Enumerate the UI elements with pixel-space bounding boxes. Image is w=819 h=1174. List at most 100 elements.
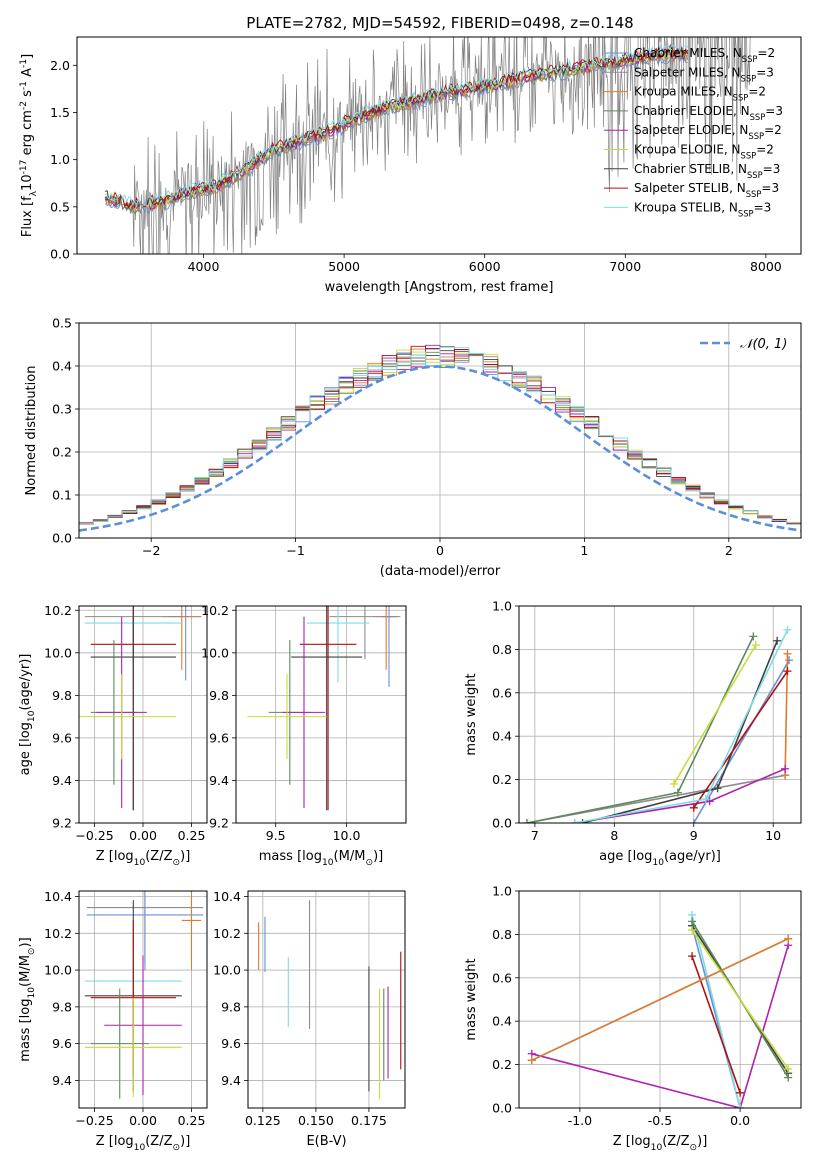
age-vs-mass-panel: 9.5 10.0 9.2 9.4 9.6 9.8 10.0 10.2 mass [log10(M… [201,603,407,868]
plot-area [104,37,751,254]
y-tick-label: 10.4 [44,889,72,904]
weight-marker-chabrier-miles [785,656,794,665]
y-tick-label: 0.4 [52,359,72,374]
point-chabrier-miles [86,891,204,971]
weight-marker-kroupa-miles [783,649,792,658]
axes-frame [235,605,407,824]
weight-marker-kroupa-stelib [701,795,710,804]
weight-marker-kroupa-elodie [669,779,678,788]
x-axis-label: Z [log10(Z/Z⊙)] [96,849,191,868]
axes-frame [247,890,406,1109]
y-tick-label: 1.0 [492,599,512,614]
y-tick-label: 9.8 [221,999,241,1014]
spectrum-panel: 4000 5000 6000 7000 8000 0.0 0.5 1.0 1.5 2.0 wavel… [19,36,802,295]
page-title: PLATE=2782, MJD=54592, FIBERID=0498, z=0… [246,14,633,32]
x-tick-label: 8000 [750,259,782,274]
weight-marker-chabrier-elodie [673,788,682,797]
y-tick-label: 1.5 [50,105,70,120]
y-tick-label: 10.2 [44,603,72,618]
weight-marker-chabrier-elodie [688,917,697,926]
y-axis-label: mass [log10(M/M⊙)] [18,937,37,1061]
weight-marker-chabrier-elodie [522,819,531,823]
point-kroupa-stelib [306,606,370,683]
x-tick-label: 10.0 [333,828,361,843]
y-tick-label: 9.6 [52,730,72,745]
x-tick-label: −0.25 [75,828,113,843]
legend-label-kroupa-miles: Kroupa MILES, NSSP=2 [634,85,766,103]
point-salpeter-stelib [299,606,357,811]
weight-marker-kroupa-stelib [570,819,579,823]
weight-marker-kroupa-miles [784,934,793,943]
weight-marker-kroupa-elodie [784,1064,793,1073]
plot-area [84,891,204,1099]
y-tick-label: 10.0 [201,645,229,660]
x-tick-label: −2 [142,543,160,558]
y-tick-label: 9.4 [52,773,72,788]
x-tick-label: −1 [286,543,304,558]
y-tick-label: 0.0 [492,816,512,831]
weight-marker-chabrier-miles [689,819,698,823]
observed-spectrum-line [104,37,751,254]
point-chabrier-stelib [90,606,176,811]
legend-label-normal: 𝒩(0, 1) [740,337,787,352]
point-chabrier-elodie [90,988,149,1099]
y-tick-label: 9.2 [52,816,72,831]
legend-label-salpeter-stelib: Salpeter STELIB, NSSP=3 [634,181,779,199]
x-tick-label: 0.175 [351,1113,387,1128]
y-axis-label: mass weight [464,958,479,1040]
point-chabrier-stelib [291,606,363,811]
legend-label-chabrier-stelib: Chabrier STELIB, NSSP=3 [634,162,780,180]
plot-area [522,625,794,823]
residual-legend: 𝒩(0, 1) [700,337,787,352]
x-axis-label: Z [log10(Z/Z⊙)] [613,1134,708,1153]
y-tick-label: 10.2 [201,603,229,618]
plot-area [79,606,202,811]
x-tick-label: 0.150 [298,1113,334,1128]
weight-line-kroupa-stelib [691,914,741,1108]
point-kroupa-miles [181,891,202,971]
x-axis-label: E(B-V) [306,1134,346,1149]
x-tick-label: 0.0 [730,1113,750,1128]
mass-vs-ebv-panel: 0.125 0.150 0.175 9.4 9.6 9.8 10.0 10.2 10.4 E(B-… [213,889,406,1149]
x-tick-label: 1 [580,543,588,558]
weight-vs-metallicity-panel: -1.0 -0.5 0.0 0.0 0.2 0.4 0.6 0.8 1.0 Z [log10(Z/… [464,884,802,1153]
axes-frame [78,322,802,539]
y-tick-label: 9.8 [209,688,229,703]
weight-line-salpeter-elodie [531,945,789,1108]
x-tick-label: 7000 [609,259,641,274]
weight-line-chabrier-miles [693,659,790,823]
y-tick-label: 10.2 [213,926,241,941]
x-tick-label: 8 [610,828,618,843]
legend-label-salpeter-miles: Salpeter MILES, NSSP=3 [634,65,774,83]
weight-line-kroupa-elodie [673,644,757,785]
y-tick-label: 0.4 [492,729,512,744]
legend-label-chabrier-elodie: Chabrier ELODIE, NSSP=3 [634,104,783,122]
age-vs-metallicity-panel: −0.25 0.00 0.25 9.2 9.4 9.6 9.8 10.0 10.2 Z [log1… [18,603,208,868]
weight-line-chabrier-elodie [526,636,755,823]
y-axis-label: Normed distribution [24,366,39,496]
point-salpeter-elodie [282,616,326,809]
weight-marker-salpeter-elodie [781,764,790,773]
y-tick-label: 9.4 [221,1073,241,1088]
y-tick-label: 10.0 [213,963,241,978]
x-tick-label: 4000 [188,259,220,274]
y-tick-label: 0.8 [492,927,512,942]
legend-label-chabrier-miles: Chabrier MILES, NSSP=2 [634,46,775,64]
x-tick-label: 10 [765,828,781,843]
x-tick-label: 0.25 [178,1113,206,1128]
y-tick-label: 0.6 [492,685,512,700]
y-tick-label: 0.2 [492,1057,512,1072]
axes-frame [518,605,802,824]
axes-frame [78,605,208,824]
y-tick-label: 1.0 [492,884,512,899]
y-axis-label: mass weight [464,673,479,755]
point-salpeter-elodie [104,955,182,1096]
weight-marker-chabrier-stelib [773,636,782,645]
legend-label-salpeter-elodie: Salpeter ELODIE, NSSP=2 [634,123,782,141]
y-tick-label: 0.1 [52,488,72,503]
y-tick-label: 2.0 [50,58,70,73]
x-axis-label: age [log10(age/yr)] [599,849,721,868]
weight-marker-chabrier-stelib [713,784,722,793]
